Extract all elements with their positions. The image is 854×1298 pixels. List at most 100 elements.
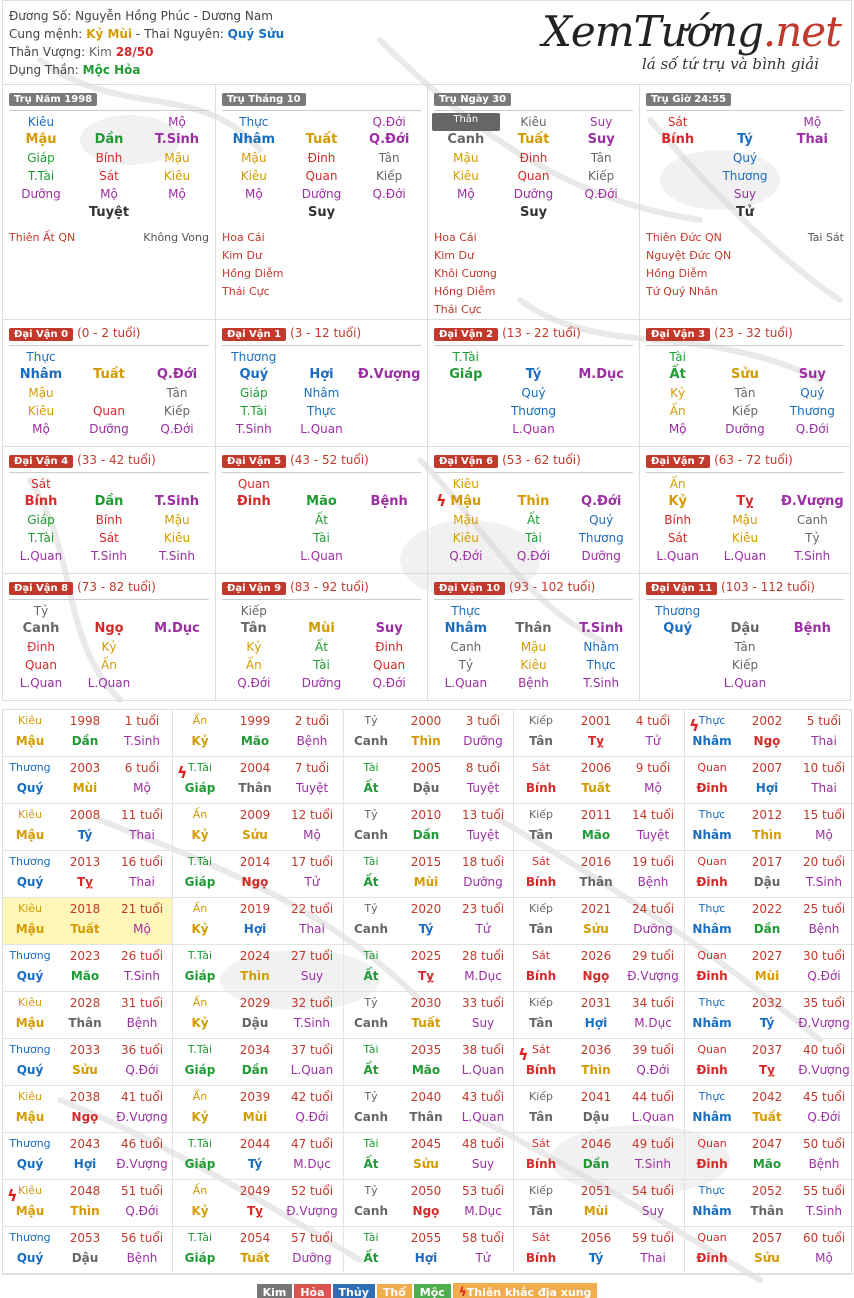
year-cell[interactable]: Ấn 2039 42 tuổi Kỷ Mùi Q.Đới xyxy=(173,1086,344,1133)
dai-van-cell[interactable]: Đại Vận 3 (23 - 32 tuổi) Tài Ất Sửu Suy Kỷ Tân Q… xyxy=(640,320,851,447)
dai-van-cell[interactable]: Đại Vận 5 (43 - 52 tuổi) Quan Đinh Mão Bệnh Ất… xyxy=(216,447,428,574)
year-cell[interactable]: Kiếp 2021 24 tuổi Tân Sửu Dưỡng xyxy=(514,898,685,945)
year-cell[interactable]: Quan 2037 40 tuổi Đinh Tỵ Đ.Vượng xyxy=(685,1039,854,1086)
year-cell[interactable]: Kiếp 2041 44 tuổi Tân Dậu L.Quan xyxy=(514,1086,685,1133)
year-cell[interactable]: Tỷ 2020 23 tuổi Canh Tý Tử xyxy=(344,898,514,945)
dai-van-cell[interactable]: Đại Vận 6 (53 - 62 tuổi) Kiêu Mậu Thìn Q.Đới M… xyxy=(428,447,640,574)
year-cell[interactable]: T.Tài 2024 27 tuổi Giáp Thìn Suy xyxy=(173,945,344,992)
year-god: Tỷ xyxy=(364,996,378,1009)
year-cell[interactable]: Thương 2013 16 tuổi Quý Tỵ Thai xyxy=(3,851,173,898)
year-cell[interactable]: Sát 2006 9 tuổi Bính Tuất Mộ xyxy=(514,757,685,804)
dai-van-value: Hợi xyxy=(309,367,334,382)
year-cell[interactable]: Tài 2045 48 tuổi Ất Sửu Suy xyxy=(344,1133,514,1180)
year-cell[interactable]: Sát 2056 59 tuổi Bính Tý Thai xyxy=(514,1227,685,1274)
dai-van-value xyxy=(143,475,211,493)
year-cell[interactable]: Quan 2027 30 tuổi Đinh Mùi Q.Đới xyxy=(685,945,854,992)
year-cell[interactable]: Thực 2012 15 tuổi Nhâm Thìn Mộ xyxy=(685,804,854,851)
year-cell[interactable]: Kiêu 2008 11 tuổi Mậu Tý Thai xyxy=(3,804,173,851)
year-cell[interactable]: Tài 2035 38 tuổi Ất Mão L.Quan xyxy=(344,1039,514,1086)
year-cell[interactable]: Sát 2046 49 tuổi Bính Dần T.Sinh xyxy=(514,1133,685,1180)
year-stem: Quý xyxy=(16,1063,44,1077)
year-cell[interactable]: Tài 2025 28 tuổi Ất Tỵ M.Dục xyxy=(344,945,514,992)
year-cell[interactable]: Thương 2023 26 tuổi Quý Mão T.Sinh xyxy=(3,945,173,992)
year-cell[interactable]: Tài 2055 58 tuổi Ất Hợi Tử xyxy=(344,1227,514,1274)
year-cell[interactable]: Kiêu 2048 51 tuổi Mậu Thìn Q.Đới ϟ xyxy=(3,1180,173,1227)
dai-van-value: M.Dục xyxy=(578,367,624,382)
year-age: 16 tuổi xyxy=(120,855,164,869)
dai-van-cell[interactable]: Đại Vận 8 (73 - 82 tuổi) Tỷ Canh Ngọ M.Dục Đin… xyxy=(3,574,216,701)
year-cell[interactable]: Ấn 2009 12 tuổi Kỷ Sửu Mộ xyxy=(173,804,344,851)
dai-van-value: Tân xyxy=(734,386,756,400)
year-cell[interactable]: Tỷ 2000 3 tuổi Canh Thìn Dưỡng xyxy=(344,710,514,757)
year-stem: Canh xyxy=(354,1204,388,1218)
dai-van-cell[interactable]: Đại Vận 1 (3 - 12 tuổi) Thương Quý Hợi Đ.Vượn… xyxy=(216,320,428,447)
dai-van-value xyxy=(288,602,356,620)
year-cell[interactable]: Thương 2033 36 tuổi Quý Sửu Q.Đới xyxy=(3,1039,173,1086)
year-cell[interactable]: Sát 2016 19 tuổi Bính Thân Bệnh xyxy=(514,851,685,898)
dai-van-cell[interactable]: Đại Vận 4 (33 - 42 tuổi) Sát Bính Dần T.Sinh G… xyxy=(3,447,216,574)
dai-van-cell[interactable]: Đại Vận 7 (63 - 72 tuổi) Ấn Kỷ Tỵ Đ.Vượng Bính… xyxy=(640,447,851,574)
year-number: 2010 xyxy=(410,808,442,822)
year-cell[interactable]: Quan 2017 20 tuổi Đinh Dậu T.Sinh xyxy=(685,851,854,898)
year-cell[interactable]: T.Tài 2014 17 tuổi Giáp Ngọ Tử xyxy=(173,851,344,898)
year-cell[interactable]: Thương 2003 6 tuổi Quý Mùi Mộ xyxy=(3,757,173,804)
year-cell[interactable]: T.Tài 2044 47 tuổi Giáp Tý M.Dục xyxy=(173,1133,344,1180)
year-cell[interactable]: Tài 2015 18 tuổi Ất Mùi Dưỡng xyxy=(344,851,514,898)
year-cell[interactable]: Tài 2005 8 tuổi Ất Dậu Tuyệt xyxy=(344,757,514,804)
year-cell[interactable]: Tỷ 2050 53 tuổi Canh Ngọ M.Dục xyxy=(344,1180,514,1227)
year-cell[interactable]: T.Tài 2034 37 tuổi Giáp Dần L.Quan xyxy=(173,1039,344,1086)
year-cell[interactable]: Tỷ 2010 13 tuổi Canh Dần Tuyệt xyxy=(344,804,514,851)
year-cell[interactable]: Kiêu 2028 31 tuổi Mậu Thân Bệnh xyxy=(3,992,173,1039)
year-cell[interactable]: Thực 2022 25 tuổi Nhâm Dần Bệnh xyxy=(685,898,854,945)
year-cell[interactable]: Quan 2057 60 tuổi Đinh Sửu Mộ xyxy=(685,1227,854,1274)
year-branch: Thìn xyxy=(240,969,270,983)
year-cell[interactable]: Thương 2053 56 tuổi Quý Dậu Bệnh xyxy=(3,1227,173,1274)
year-cell[interactable]: Thực 2032 35 tuổi Nhâm Tý Đ.Vượng xyxy=(685,992,854,1039)
year-cell[interactable]: Kiếp 2031 34 tuổi Tân Hợi M.Dục xyxy=(514,992,685,1039)
year-god: Quan xyxy=(697,761,727,774)
year-branch: Hợi xyxy=(243,922,267,936)
year-cell[interactable]: Quan 2047 50 tuổi Đinh Mão Bệnh xyxy=(685,1133,854,1180)
dai-van-cell[interactable]: Đại Vận 0 (0 - 2 tuổi) Thực Nhâm Tuất Q.Đới Mậ… xyxy=(3,320,216,447)
dai-van-value: Tân xyxy=(734,640,756,654)
site-logo[interactable]: XemTướng.net lá số tứ trụ và bình giải xyxy=(501,7,842,79)
dai-van-cell[interactable]: Đại Vận 2 (13 - 22 tuổi) T.Tài Giáp Tý M.Dục Q… xyxy=(428,320,640,447)
year-cell[interactable]: Sát 2036 39 tuổi Bính Thìn Q.Đới ϟ xyxy=(514,1039,685,1086)
year-cell[interactable]: Quan 2007 10 tuổi Đinh Hợi Thai xyxy=(685,757,854,804)
year-cell[interactable]: T.Tài 2004 7 tuổi Giáp Thân Tuyệt ϟ xyxy=(173,757,344,804)
year-stem: Mậu xyxy=(15,828,45,842)
year-cell[interactable]: Kiêu 2018 21 tuổi Mậu Tuất Mộ xyxy=(3,898,173,945)
year-cell[interactable]: Thương 2043 46 tuổi Quý Hợi Đ.Vượng xyxy=(3,1133,173,1180)
year-cell[interactable]: Sát 2026 29 tuổi Bính Ngọ Đ.Vượng xyxy=(514,945,685,992)
year-cell[interactable]: Thực 2002 5 tuổi Nhâm Ngọ Thai ϟ xyxy=(685,710,854,757)
year-cell[interactable]: T.Tài 2054 57 tuổi Giáp Tuất Dưỡng xyxy=(173,1227,344,1274)
pillar-cell: Trụ Giờ 24:55 Sát Mộ Bính Tý Thai Quý Thương Suy… xyxy=(640,84,851,320)
year-branch: Sửu xyxy=(583,922,609,936)
year-cell[interactable]: Ấn 2029 32 tuổi Kỷ Dậu T.Sinh xyxy=(173,992,344,1039)
star-line: Nguyệt Đức QN xyxy=(646,247,844,265)
year-cell[interactable]: Kiếp 2011 14 tuổi Tân Mão Tuyệt xyxy=(514,804,685,851)
dai-van-cell[interactable]: Đại Vận 11 (103 - 112 tuổi) Thương Quý Dậu Bệ… xyxy=(640,574,851,701)
dai-van-value: Ấn xyxy=(669,477,686,491)
year-cell[interactable]: Kiêu 2038 41 tuổi Mậu Ngọ Đ.Vượng xyxy=(3,1086,173,1133)
year-branch: Dần xyxy=(582,1157,610,1171)
dai-van-cell[interactable]: Đại Vận 10 (93 - 102 tuổi) Thực Nhâm Thân T.S… xyxy=(428,574,640,701)
year-cell[interactable]: Thực 2052 55 tuổi Nhâm Thân T.Sinh xyxy=(685,1180,854,1227)
year-cell[interactable]: Kiếp 2051 54 tuổi Tân Mùi Suy xyxy=(514,1180,685,1227)
dai-van-title: Đại Vận 4 xyxy=(9,455,74,468)
year-cell[interactable]: Tỷ 2040 43 tuổi Canh Thân L.Quan xyxy=(344,1086,514,1133)
year-number: 2024 xyxy=(239,949,271,963)
dai-van-cell[interactable]: Đại Vận 9 (83 - 92 tuổi) Kiếp Tân Mùi Suy Kỷ Ất… xyxy=(216,574,428,701)
year-cell[interactable]: Ấn 2019 22 tuổi Kỷ Hợi Thai xyxy=(173,898,344,945)
year-branch: Mão xyxy=(752,1157,782,1171)
year-cell[interactable]: Kiếp 2001 4 tuổi Tân Tỵ Tử xyxy=(514,710,685,757)
year-age: 58 tuổi xyxy=(461,1231,505,1245)
year-cell[interactable]: Ấn 1999 2 tuổi Kỷ Mão Bệnh xyxy=(173,710,344,757)
legend-item: Kim xyxy=(256,1284,293,1298)
year-cell[interactable]: Ấn 2049 52 tuổi Kỷ Tỵ Đ.Vượng xyxy=(173,1180,344,1227)
year-cell[interactable]: Kiêu 1998 1 tuổi Mậu Dần T.Sinh xyxy=(3,710,173,757)
year-cell[interactable]: Thực 2042 45 tuổi Nhâm Tuất Q.Đới xyxy=(685,1086,854,1133)
dai-van-value xyxy=(711,475,778,493)
year-cell[interactable]: Tỷ 2030 33 tuổi Canh Tuất Suy xyxy=(344,992,514,1039)
dai-van-value: Thực xyxy=(586,658,616,672)
